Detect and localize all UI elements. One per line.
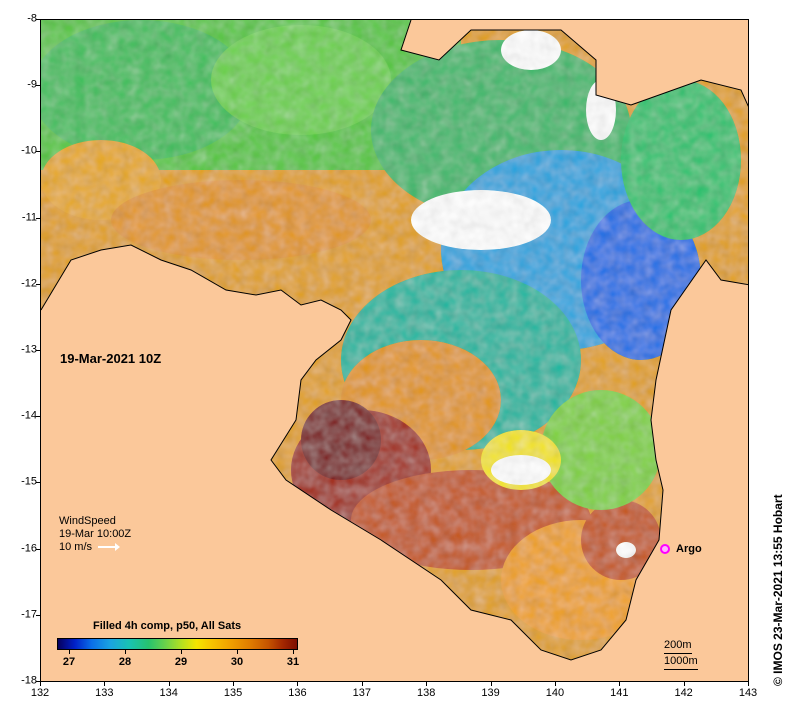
latitude-tick-mark	[36, 482, 40, 484]
longitude-tick-label: 141	[610, 687, 629, 699]
wind-legend: WindSpeed 19-Mar 10:00Z 10 m/s	[59, 515, 131, 554]
longitude-tick-label: 135	[223, 687, 243, 699]
latitude-tick-mark	[36, 85, 40, 87]
colorbar-tick	[237, 650, 238, 654]
latitude-tick-label: -13	[21, 343, 37, 356]
colorbar-label: 31	[286, 656, 300, 668]
latitude-tick-label: -14	[21, 409, 37, 422]
longitude-tick-label: 143	[738, 687, 758, 699]
latitude-tick-label: -16	[21, 542, 37, 555]
colorbar-label: 27	[62, 656, 76, 668]
sst-map-canvas	[41, 20, 748, 681]
isobath-legend: 200m 1000m	[664, 638, 698, 670]
longitude-tick-label: 138	[416, 687, 436, 699]
latitude-tick-mark	[36, 19, 40, 20]
longitude-tick-mark	[683, 682, 685, 686]
longitude-tick-mark	[104, 682, 106, 686]
latitude-tick-mark	[36, 548, 40, 550]
longitude-tick-mark	[297, 682, 299, 686]
latitude-tick-label: -17	[21, 608, 37, 621]
wind-arrow-icon	[98, 543, 121, 552]
latitude-tick-label: -12	[21, 277, 37, 290]
latitude-tick-label: -15	[21, 475, 37, 488]
argo-marker-icon	[660, 544, 670, 554]
credit-text: © IMOS 23-Mar-2021 13:55 Hobart	[771, 494, 785, 686]
latitude-tick-mark	[36, 681, 40, 682]
coastline	[41, 20, 748, 661]
sst-map	[40, 19, 749, 682]
longitude-tick-label: 140	[545, 687, 565, 699]
colorbar-title: Filled 4h comp, p50, All Sats	[93, 620, 242, 632]
wind-time: 19-Mar 10:00Z	[59, 528, 132, 540]
latitude-tick-label: -9	[27, 78, 37, 91]
longitude-tick-label: 133	[95, 687, 114, 699]
longitude-tick-mark	[40, 682, 41, 686]
colorbar-tick	[69, 650, 70, 654]
longitude-tick-mark	[426, 682, 428, 686]
longitude-tick-label: 134	[159, 687, 178, 699]
latitude-tick-mark	[36, 350, 40, 351]
longitude-tick-mark	[361, 682, 363, 686]
latitude-tick-mark	[36, 614, 40, 616]
colorbar-tick	[293, 650, 294, 654]
longitude-tick-mark	[490, 682, 492, 686]
longitude-tick-mark	[554, 682, 556, 686]
longitude-tick-mark	[168, 682, 170, 686]
longitude-tick-label: 139	[481, 687, 500, 699]
wind-scale: 10 m/s	[59, 541, 93, 553]
argo-label: Argo	[676, 543, 702, 555]
longitude-tick-label: 137	[352, 687, 371, 699]
latitude-tick-label: -18	[21, 674, 37, 687]
sea-surface-temperature-field	[41, 20, 748, 660]
longitude-tick-mark	[619, 682, 621, 686]
datetime-label: 19-Mar-2021 10Z	[60, 351, 162, 366]
colorbar-label: 29	[174, 656, 188, 668]
isobath-deep: 1000m	[664, 654, 698, 670]
longitude-tick-mark	[748, 682, 749, 686]
wind-scale-row: 10 m/s	[59, 541, 131, 554]
latitude-tick-mark	[36, 283, 40, 285]
longitude-tick-label: 142	[674, 687, 693, 699]
longitude-tick-label: 132	[30, 687, 50, 699]
latitude-tick-mark	[36, 151, 40, 153]
latitude-tick-label: -11	[21, 211, 37, 224]
latitude-tick-mark	[36, 217, 40, 219]
longitude-tick-mark	[233, 682, 235, 686]
colorbar-label: 30	[230, 656, 244, 668]
isobath-shallow: 200m	[664, 638, 692, 654]
colorbar	[57, 638, 298, 650]
colorbar-tick	[125, 650, 126, 654]
colorbar-label: 28	[118, 656, 132, 668]
latitude-tick-label: -10	[21, 144, 37, 157]
colorbar-tick	[181, 650, 182, 654]
wind-title: WindSpeed	[59, 515, 116, 527]
longitude-tick-label: 136	[288, 687, 307, 699]
latitude-tick-mark	[36, 416, 40, 418]
latitude-tick-label: -8	[27, 12, 37, 25]
